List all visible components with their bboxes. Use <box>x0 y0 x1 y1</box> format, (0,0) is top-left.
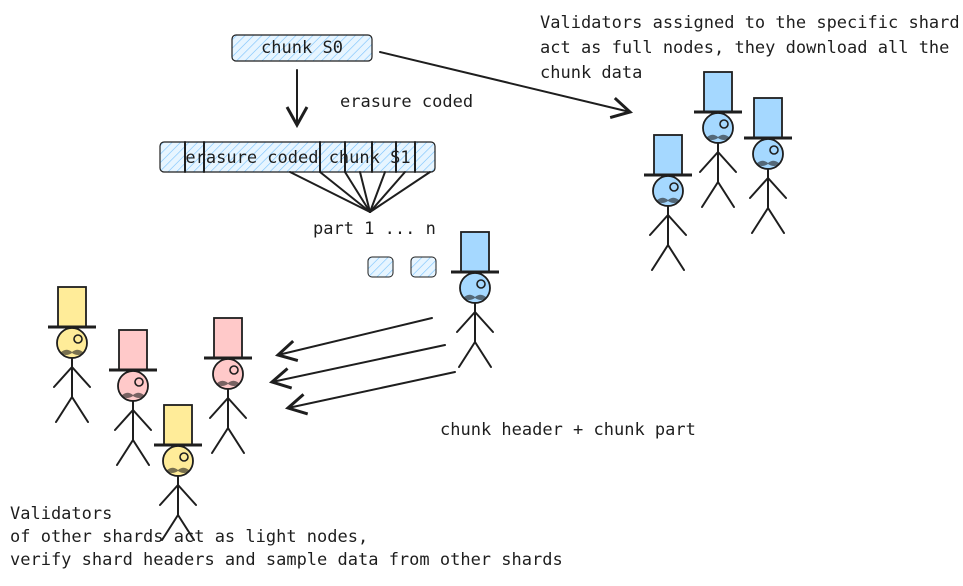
light-node-validator <box>202 316 254 455</box>
transfer-label: chunk header + chunk part <box>440 420 696 440</box>
full-nodes-note: Validators assigned to the specific shar… <box>540 13 963 83</box>
edge-label: erasure coded <box>340 92 473 112</box>
part-dividers <box>184 141 416 173</box>
light-nodes-note: Validators of other shards act as light … <box>10 504 563 570</box>
light-node-validator <box>107 328 159 467</box>
chunk-box <box>231 34 373 62</box>
full-node-validator <box>692 70 744 209</box>
encoded-box <box>159 141 436 173</box>
note-line: Validators assigned to the specific shar… <box>540 13 960 33</box>
part-box <box>410 256 437 278</box>
note-line: of other shards act as light nodes, <box>10 527 368 547</box>
note-line: chunk data <box>540 63 642 83</box>
fan-lines <box>289 171 431 213</box>
note-line: Validators <box>10 504 112 524</box>
sender-validator <box>449 230 501 369</box>
parts-label: part 1 ... n <box>313 219 436 239</box>
transfer-arrows <box>268 317 456 416</box>
light-node-validator <box>152 403 204 542</box>
full-node-validator <box>642 133 694 272</box>
light-node-validator <box>46 285 98 424</box>
note-line: verify shard headers and sample data fro… <box>10 550 563 570</box>
encoded-label: erasure coded chunk S1 <box>185 148 410 168</box>
arrow <box>379 51 634 119</box>
full-node-validator <box>742 96 794 235</box>
note-line: act as full nodes, they download all the <box>540 38 949 58</box>
part-box <box>367 256 394 278</box>
chunk-label: chunk S0 <box>261 38 343 58</box>
